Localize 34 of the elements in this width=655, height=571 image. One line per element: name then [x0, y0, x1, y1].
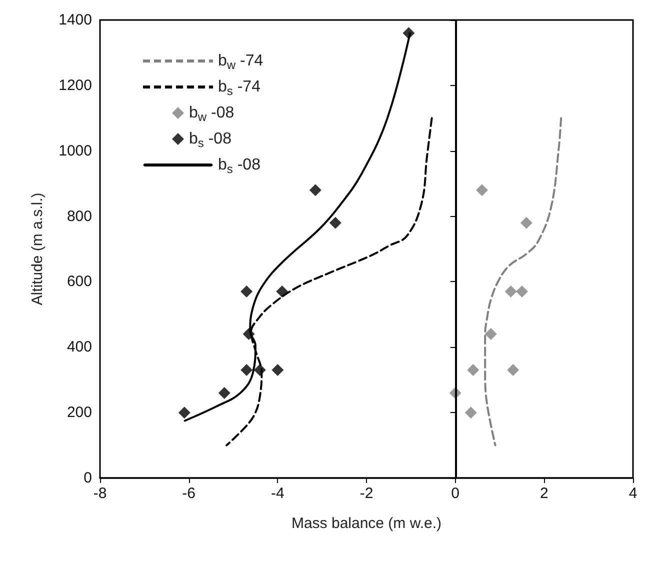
point	[507, 364, 520, 376]
x-tick-label: 4	[628, 485, 638, 502]
y-tick-label: 1000	[58, 142, 92, 160]
point	[464, 406, 477, 419]
point	[272, 364, 284, 376]
x-tick-label: -4	[270, 485, 284, 502]
x-tick-label: 0	[451, 485, 460, 502]
point	[309, 184, 322, 196]
x-tick-label: -6	[182, 485, 196, 502]
point	[276, 286, 288, 298]
point	[218, 386, 230, 399]
point	[476, 184, 488, 196]
point	[240, 286, 253, 298]
point	[178, 406, 190, 419]
point	[520, 216, 532, 229]
point	[467, 364, 480, 376]
line-series	[484, 117, 562, 446]
point	[504, 286, 517, 298]
y-axis-title: Altitude (m a.s.l.)	[29, 192, 46, 306]
y-tick-label: 0	[84, 470, 92, 486]
y-tick-label: 600	[66, 273, 92, 290]
x-tick-label: -8	[93, 485, 107, 502]
x-axis-title: Mass balance (m w.e.)	[291, 515, 442, 532]
point	[516, 286, 528, 298]
x-tick-label: -2	[360, 485, 374, 502]
y-tick-label: 1400	[58, 12, 92, 28]
point	[484, 328, 497, 340]
y-tick-label: 1200	[58, 76, 92, 94]
y-tick-label: 200	[66, 404, 92, 422]
y-tick-label: 400	[66, 338, 92, 356]
point	[329, 216, 342, 229]
y-tick-label: 800	[66, 208, 92, 225]
point	[240, 364, 253, 376]
x-tick-label: 2	[540, 485, 548, 502]
